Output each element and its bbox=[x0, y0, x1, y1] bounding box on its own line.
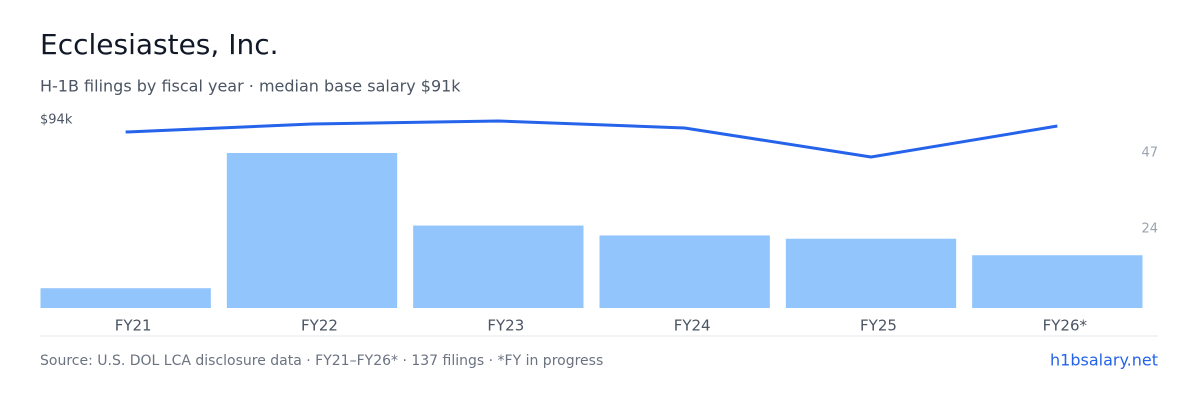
x-tick-label: FY24 bbox=[674, 317, 711, 335]
x-tick-label: FY21 bbox=[115, 317, 152, 335]
bar bbox=[972, 255, 1143, 308]
bar bbox=[40, 288, 211, 308]
x-tick-label: FY26* bbox=[1043, 317, 1088, 335]
x-tick-label: FY22 bbox=[301, 317, 338, 335]
y-tick-label: $94k bbox=[40, 113, 73, 128]
y2-tick-label: 24 bbox=[1141, 221, 1158, 236]
bar bbox=[226, 152, 398, 308]
chart-title: Ecclesiastes, Inc. bbox=[40, 28, 279, 61]
bar bbox=[599, 235, 770, 308]
y2-tick-label: 47 bbox=[1141, 145, 1158, 160]
bar bbox=[413, 225, 584, 308]
footer-source: Source: U.S. DOL LCA disclosure data · F… bbox=[40, 353, 603, 369]
footer-link[interactable]: h1bsalary.net bbox=[1050, 351, 1158, 370]
line bbox=[125, 119, 1058, 159]
x-tick-label: FY25 bbox=[860, 317, 897, 335]
x-tick-label: FY23 bbox=[487, 317, 524, 335]
chart-subtitle: H-1B filings by fiscal year · median bas… bbox=[40, 77, 461, 96]
bar bbox=[785, 238, 957, 308]
